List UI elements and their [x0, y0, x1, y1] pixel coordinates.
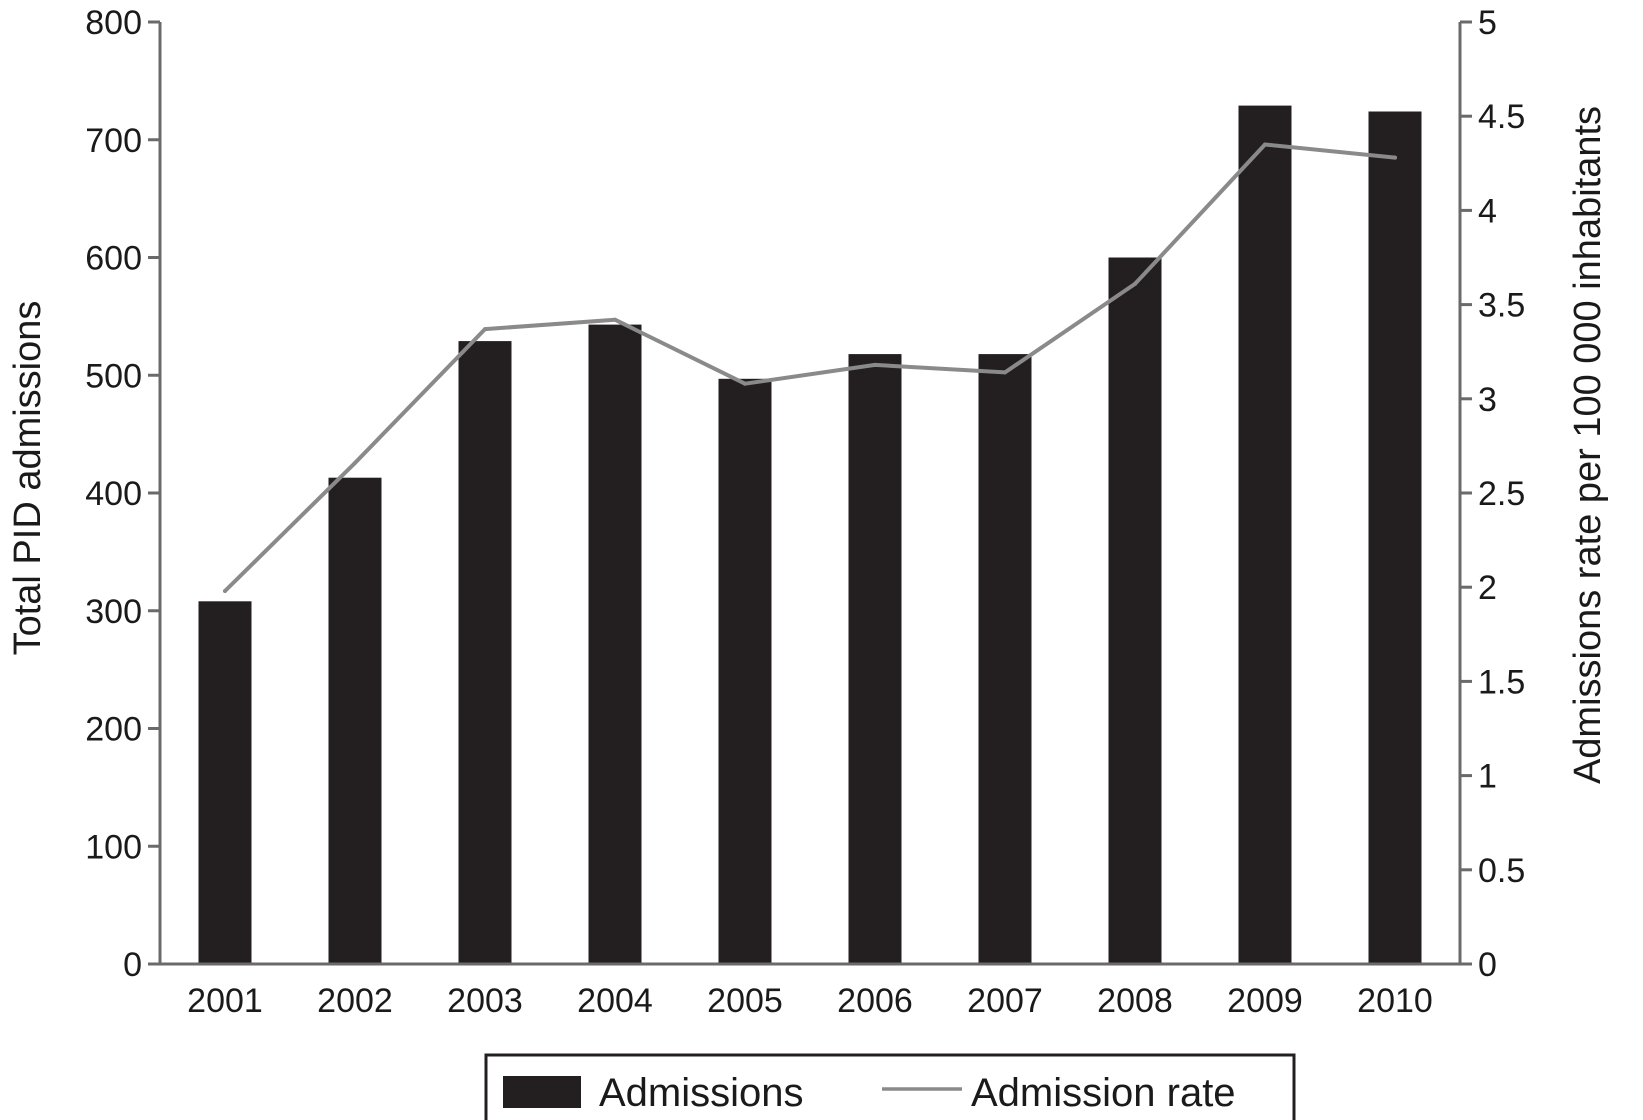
admission-rate-line: [223, 142, 1397, 593]
bar-2009: [1238, 105, 1292, 965]
rate-point-2005: [743, 381, 747, 386]
y-tick-label: 500: [85, 357, 142, 395]
line-layer: [223, 142, 1397, 593]
rate-point-2008: [1133, 281, 1137, 286]
legend: Admissions Admission rate: [484, 1053, 1296, 1120]
y2-tick-label: 1.5: [1478, 663, 1525, 701]
y2-tick-label: 4.5: [1478, 98, 1525, 136]
y-tick-label: 600: [85, 240, 142, 278]
y-axis-title: Total PID admissions: [7, 301, 49, 656]
rate-point-2002: [353, 460, 357, 465]
y2-tick-label: 2: [1478, 569, 1497, 607]
bar-2004: [588, 324, 642, 965]
rate-point-2003: [483, 327, 487, 332]
rate-point-2004: [613, 317, 617, 322]
bar-2008: [1108, 257, 1162, 964]
legend-swatch-admissions: [503, 1076, 581, 1108]
bar-2005: [718, 378, 772, 964]
y-tick-label: 100: [85, 828, 142, 866]
y-tick-label: 700: [85, 122, 142, 160]
x-tick-label: 2001: [187, 982, 263, 1020]
x-tick-label: 2008: [1097, 982, 1173, 1020]
x-tick-label: 2002: [317, 982, 393, 1020]
x-tick-label: 2009: [1227, 982, 1303, 1020]
y2-tick-label: 0: [1478, 946, 1497, 984]
x-tick-label: 2003: [447, 982, 523, 1020]
y-tick-label: 400: [85, 475, 142, 513]
y-tick-label: 800: [85, 4, 142, 42]
legend-label-admissions: Admissions: [599, 1071, 804, 1115]
y-tick-label: 300: [85, 593, 142, 631]
bar-2002: [328, 477, 382, 964]
bar-2003: [458, 341, 512, 965]
x-tick-label: 2010: [1357, 982, 1433, 1020]
bar-2007: [978, 354, 1032, 965]
rate-point-2009: [1263, 142, 1267, 147]
bar-2010: [1368, 111, 1422, 964]
bar-2001: [198, 601, 252, 964]
y-tick-label: 0: [123, 946, 142, 984]
bar-2006: [848, 354, 902, 965]
y2-tick-label: 3: [1478, 381, 1497, 419]
rate-point-2007: [1003, 370, 1007, 375]
y2-tick-label: 3.5: [1478, 287, 1525, 325]
y-tick-label: 200: [85, 711, 142, 749]
y2-tick-label: 0.5: [1478, 852, 1525, 890]
rate-point-2010: [1393, 155, 1397, 160]
y2-tick-label: 1: [1478, 758, 1497, 796]
rate-point-2001: [223, 589, 227, 593]
y2-tick-label: 4: [1478, 192, 1497, 230]
x-tick-label: 2005: [707, 982, 783, 1020]
axes-layer: 0 100 200 300 400 500 600 700 800 0 0.5 1 1.5 2 2.5 3 3.…: [85, 4, 1525, 1020]
x-tick-label: 2004: [577, 982, 653, 1020]
x-tick-label: 2006: [837, 982, 913, 1020]
legend-label-admission-rate: Admission rate: [971, 1071, 1236, 1115]
y2-tick-label: 5: [1478, 4, 1497, 42]
y2-tick-label: 2.5: [1478, 475, 1525, 513]
bars-layer: [198, 105, 1422, 965]
rate-point-2006: [873, 362, 877, 367]
x-tick-label: 2007: [967, 982, 1043, 1020]
y2-axis-title: Admissions rate per 100 000 inhabitants: [1567, 106, 1609, 784]
